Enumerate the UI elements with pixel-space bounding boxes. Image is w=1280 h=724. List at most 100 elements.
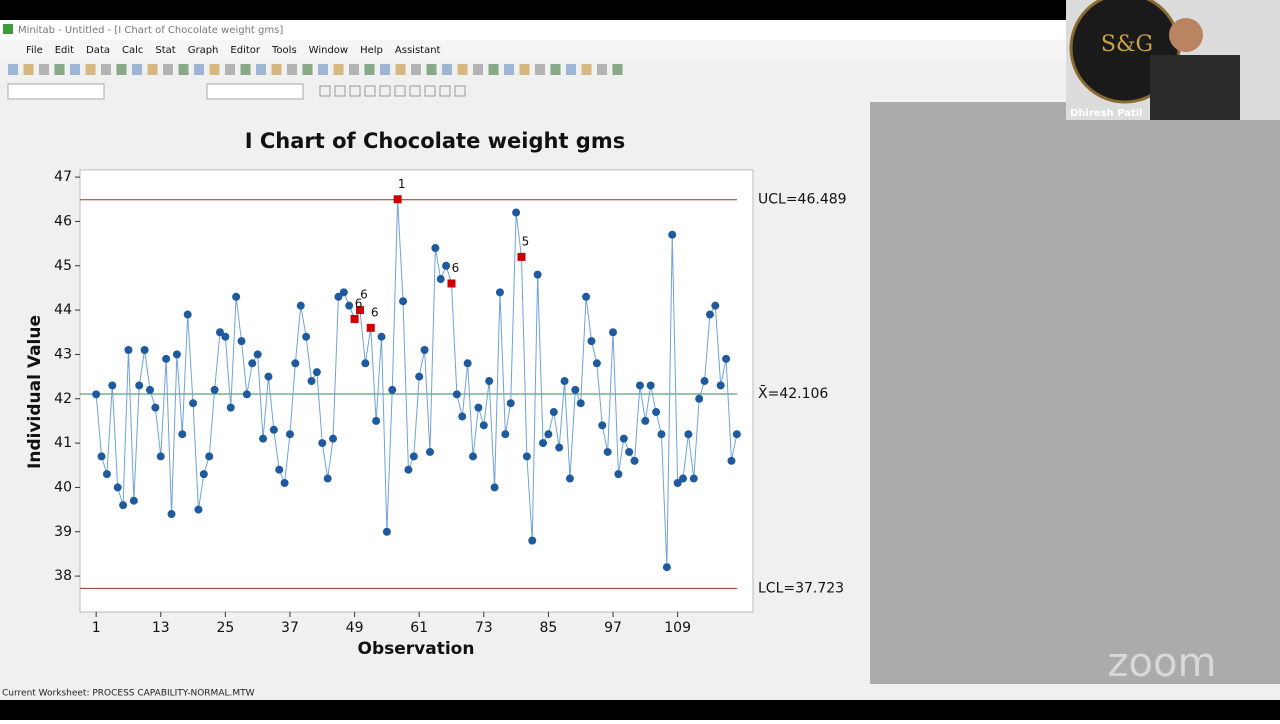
toolbar-button[interactable] — [209, 64, 220, 75]
toolbar-button[interactable] — [380, 64, 390, 75]
toolbar-button[interactable] — [334, 85, 346, 97]
x-axis-title: Observation — [358, 639, 475, 659]
toolbar-button[interactable] — [147, 64, 158, 75]
flag-label: 1 — [398, 177, 406, 191]
data-point — [555, 443, 564, 452]
flagged-point — [355, 306, 364, 315]
data-point — [119, 501, 128, 510]
data-point — [695, 394, 704, 403]
toolbar-button[interactable] — [271, 64, 282, 75]
toolbar-button[interactable] — [364, 64, 375, 75]
menu-item[interactable]: Window — [309, 45, 348, 56]
y-tick-label: 39 — [54, 524, 72, 540]
toolbar-button[interactable] — [597, 64, 607, 75]
menu-item[interactable]: Edit — [55, 45, 74, 56]
presenter-head — [1169, 18, 1203, 52]
toolbar-button[interactable] — [566, 64, 576, 75]
dropdown[interactable] — [206, 83, 304, 100]
toolbar-button[interactable] — [23, 64, 34, 75]
toolbar-button[interactable] — [379, 85, 391, 97]
toolbar-button[interactable] — [85, 64, 96, 75]
title-bar — [0, 20, 1066, 40]
toolbar-button[interactable] — [287, 64, 297, 75]
toolbar-button[interactable] — [535, 64, 545, 75]
data-point — [463, 359, 472, 368]
toolbar-button[interactable] — [8, 64, 18, 75]
toolbar-button[interactable] — [442, 64, 452, 75]
data-point — [189, 399, 198, 408]
data-point — [479, 421, 488, 430]
menu-item[interactable]: File — [26, 45, 43, 56]
data-point — [528, 536, 537, 545]
control-label: UCL=46.489 — [758, 192, 847, 208]
toolbar-button[interactable] — [256, 64, 266, 75]
menu-item[interactable]: Data — [86, 45, 110, 56]
data-point — [501, 430, 510, 439]
flagged-point — [447, 279, 456, 288]
data-point — [140, 345, 149, 354]
data-point — [603, 447, 612, 456]
toolbar-button[interactable] — [364, 85, 376, 97]
toolbar-button[interactable] — [519, 64, 530, 75]
data-point — [339, 288, 348, 297]
toolbar-button[interactable] — [319, 85, 331, 97]
flagged-point — [393, 195, 402, 204]
dropdown[interactable] — [7, 83, 105, 100]
menu-item[interactable]: Stat — [155, 45, 175, 56]
toolbar-button[interactable] — [116, 64, 127, 75]
toolbar-button[interactable] — [349, 85, 361, 97]
x-tick-label: 1 — [92, 620, 101, 636]
data-point — [329, 434, 338, 443]
data-point — [522, 452, 531, 461]
menu-item[interactable]: Help — [360, 45, 383, 56]
toolbar-button[interactable] — [439, 85, 451, 97]
menu-item[interactable]: Graph — [188, 45, 219, 56]
toolbar-button[interactable] — [581, 64, 592, 75]
toolbar-button[interactable] — [473, 64, 483, 75]
x-tick-label: 37 — [281, 620, 299, 636]
toolbar-button[interactable] — [504, 64, 514, 75]
data-point — [388, 385, 397, 394]
toolbar-button[interactable] — [101, 64, 111, 75]
data-point — [237, 337, 246, 346]
toolbar-button[interactable] — [426, 64, 437, 75]
app-icon — [3, 24, 13, 34]
toolbar-button[interactable] — [424, 85, 436, 97]
toolbar-button[interactable] — [550, 64, 561, 75]
toolbar-button[interactable] — [454, 85, 466, 97]
toolbar-button[interactable] — [163, 64, 173, 75]
toolbar-button[interactable] — [132, 64, 142, 75]
toolbar-button[interactable] — [488, 64, 499, 75]
toolbar-button[interactable] — [302, 64, 313, 75]
menu-item[interactable]: Assistant — [395, 45, 441, 56]
toolbar-button[interactable] — [54, 64, 65, 75]
flag-label: 6 — [355, 296, 363, 310]
toolbar-button[interactable] — [349, 64, 359, 75]
toolbar-button[interactable] — [395, 64, 406, 75]
toolbar-button[interactable] — [457, 64, 468, 75]
x-tick-label: 109 — [664, 620, 691, 636]
toolbar-button[interactable] — [333, 64, 344, 75]
toolbar-button[interactable] — [240, 64, 251, 75]
toolbar-button[interactable] — [394, 85, 406, 97]
logo-text: S&G — [1101, 32, 1153, 57]
menu-item[interactable]: Calc — [122, 45, 143, 56]
toolbar-button[interactable] — [194, 64, 204, 75]
menu-item[interactable]: Editor — [230, 45, 260, 56]
data-point — [442, 261, 451, 270]
menu-item[interactable]: Tools — [271, 45, 297, 56]
toolbar-button[interactable] — [70, 64, 80, 75]
flag-label: 6 — [360, 288, 368, 302]
data-point — [420, 345, 429, 354]
toolbar-button[interactable] — [39, 64, 49, 75]
toolbar-button[interactable] — [178, 64, 189, 75]
toolbar-button[interactable] — [225, 64, 235, 75]
toolbar-button[interactable] — [409, 85, 421, 97]
data-point — [560, 377, 569, 386]
y-tick-label: 41 — [54, 435, 72, 451]
toolbar-button[interactable] — [612, 64, 623, 75]
toolbar-button[interactable] — [411, 64, 421, 75]
toolbar-button[interactable] — [318, 64, 328, 75]
control-label: X̄=42.106 — [758, 385, 828, 403]
